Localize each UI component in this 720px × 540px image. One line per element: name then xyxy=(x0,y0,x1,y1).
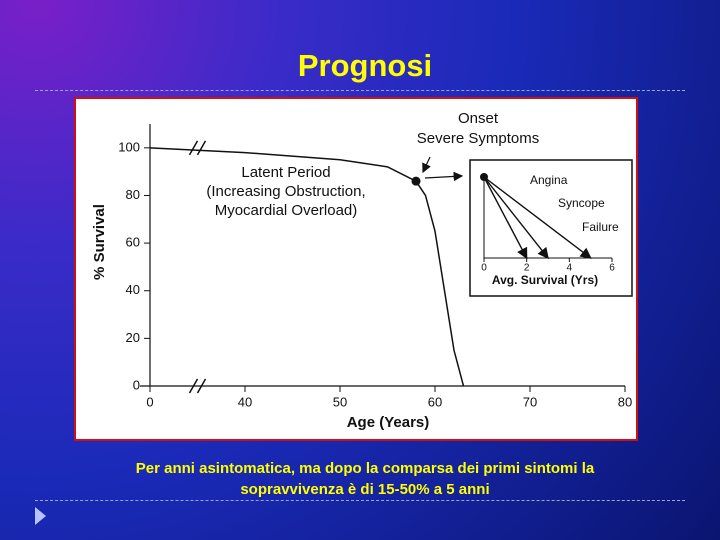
onset-label: Onset xyxy=(458,110,499,127)
inset-origin-point xyxy=(480,173,488,181)
x-tick-label: 70 xyxy=(523,394,537,409)
inset-x-tick-label: 0 xyxy=(481,263,487,274)
inset-line-label: Failure xyxy=(582,220,619,234)
inset-line-label: Syncope xyxy=(558,196,605,210)
x-tick-label: 0 xyxy=(146,394,153,409)
y-tick-label: 20 xyxy=(126,330,140,345)
y-tick-label: 0 xyxy=(133,377,140,392)
inset-x-tick-label: 4 xyxy=(567,263,573,274)
inset-x-axis-title: Avg. Survival (Yrs) xyxy=(492,273,598,287)
annotation: Myocardial Overload) xyxy=(215,202,358,219)
chart-frame xyxy=(74,97,638,441)
x-tick-label: 50 xyxy=(333,394,347,409)
onset-pointer xyxy=(422,156,431,174)
inset-line xyxy=(483,176,528,260)
x-tick-label: 60 xyxy=(428,394,442,409)
inset-x-tick-label: 2 xyxy=(524,263,530,274)
axis-break xyxy=(188,378,199,394)
onset-label: Severe Symptoms xyxy=(417,130,540,147)
divider xyxy=(35,90,685,91)
inset-frame xyxy=(469,159,633,297)
divider xyxy=(35,500,685,501)
axis-break xyxy=(188,140,199,156)
inset-line-label: Angina xyxy=(530,173,568,187)
x-tick-label: 80 xyxy=(618,394,632,409)
annotation: Latent Period xyxy=(241,164,330,181)
y-tick-label: 100 xyxy=(118,139,140,154)
axis-break xyxy=(196,140,207,156)
y-tick-label: 40 xyxy=(126,282,140,297)
annotation: (Increasing Obstruction, xyxy=(206,183,365,200)
onset-point xyxy=(411,176,421,186)
x-tick-label: 40 xyxy=(238,394,252,409)
inset-line xyxy=(483,176,592,259)
slide-title: Prognosi xyxy=(297,48,433,83)
axis-break xyxy=(196,378,207,394)
bullet xyxy=(35,507,46,525)
caption: Per anni asintomatica, ma dopo la compar… xyxy=(60,458,670,500)
caption-line: Per anni asintomatica, ma dopo la compar… xyxy=(135,460,595,477)
onset-arrow xyxy=(424,171,464,182)
survival-line xyxy=(149,147,465,387)
inset-x-tick-label: 6 xyxy=(609,263,615,274)
x-axis-title: Age (Years) xyxy=(347,414,430,431)
y-tick-label: 80 xyxy=(126,187,140,202)
caption-line: sopravvivenza è di 15-50% a 5 anni xyxy=(240,481,490,498)
y-tick-label: 60 xyxy=(126,235,140,250)
y-axis-title: % Survival xyxy=(91,204,108,280)
inset-line xyxy=(483,176,549,260)
